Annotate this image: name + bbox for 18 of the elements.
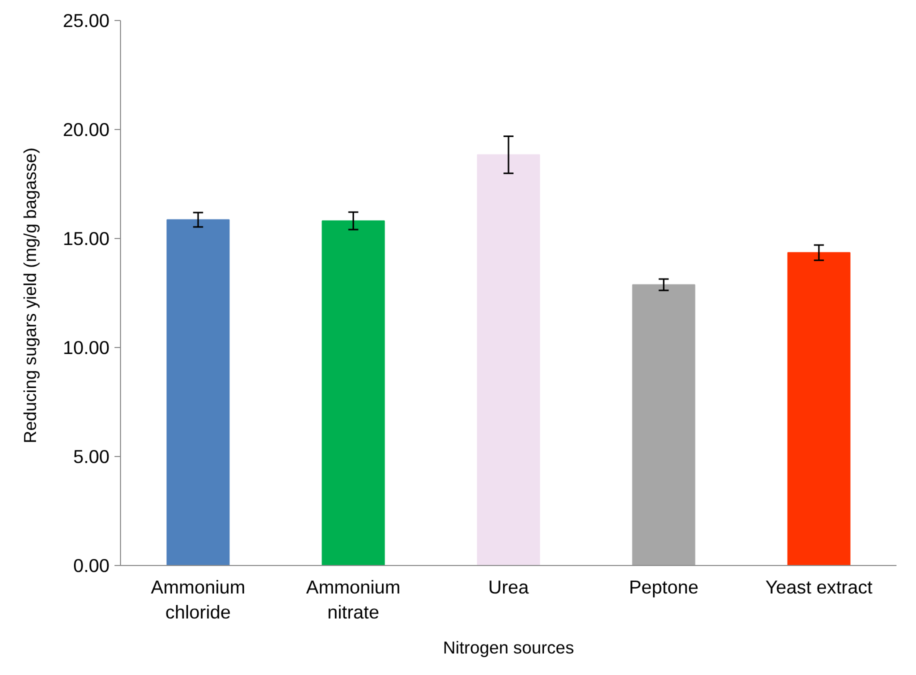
y-tick-label: 5.00 [73,446,110,467]
bar [632,284,696,566]
x-tick-label: Ammonium chloride [150,576,246,623]
x-axis-title: Nitrogen sources [443,638,574,658]
y-axis-title: Reducing sugars yield (mg/g bagasse) [20,148,40,444]
x-tick-label: Peptone [628,576,698,598]
bar [787,252,850,566]
y-tick-label: 0.00 [73,555,110,576]
bar [322,220,385,566]
x-tick-label: Yeast extract [765,576,874,598]
y-tick-label: 10.00 [62,337,110,358]
y-tick-label: 25.00 [62,10,110,31]
bar [476,154,540,566]
bar [166,219,230,566]
y-tick-label: 15.00 [62,228,110,249]
x-tick-label: Ammonium nitrate [306,576,400,623]
y-tick-label: 20.00 [62,119,110,140]
x-tick-label: Urea [488,576,530,598]
